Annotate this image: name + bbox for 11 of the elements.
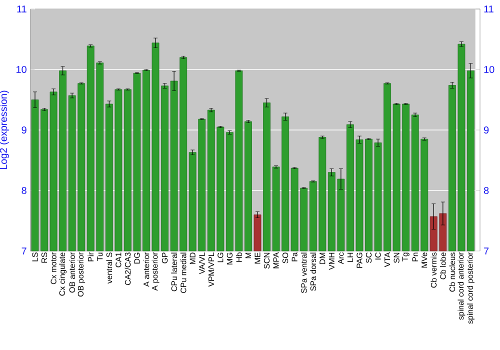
y-tick-label: 11 [17,6,26,12]
y-tick-label: 9 [22,126,26,134]
y2-tick-label: 11 [484,6,494,12]
y-tick-label: 7 [22,248,26,254]
y2-tick-label: 7 [484,248,489,254]
y2-tick-label: 10 [484,66,494,74]
y2-tick-label: 9 [484,126,489,134]
y-axis-title: Log2 (expression) [0,90,9,170]
y2-tick-label: 8 [484,186,489,194]
y-tick-label: 8 [22,186,26,194]
y-tick-label: 10 [16,66,26,74]
